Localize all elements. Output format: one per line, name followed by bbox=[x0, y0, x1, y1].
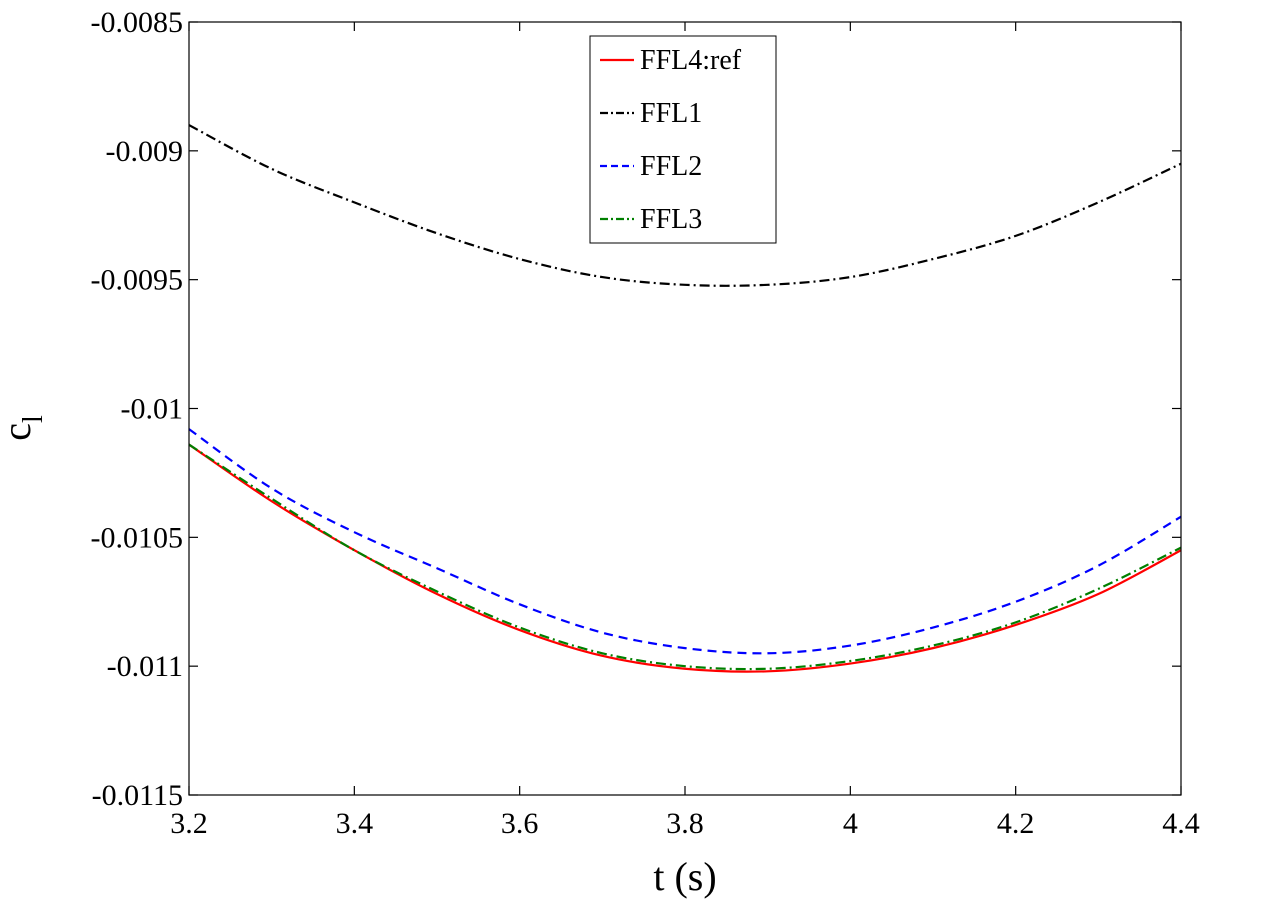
x-tick-label: 3.2 bbox=[170, 807, 208, 840]
legend: FFL4:ref FFL1 FFL2 FFL3 bbox=[589, 35, 777, 244]
x-tick-label: 4.4 bbox=[1162, 807, 1200, 840]
y-tick-label: -0.009 bbox=[106, 135, 184, 168]
legend-label: FFL3 bbox=[640, 204, 702, 235]
series-line-ffl2 bbox=[188, 428, 1182, 655]
series-line-ffl3 bbox=[188, 443, 1182, 671]
x-axis-label: t (s) bbox=[653, 854, 716, 899]
x-tick-label: 3.6 bbox=[501, 807, 539, 840]
y-axis-label-base: c bbox=[0, 423, 39, 441]
x-tick-label: 3.4 bbox=[336, 807, 374, 840]
legend-label: FFL1 bbox=[640, 98, 702, 129]
y-tick-label: -0.0095 bbox=[91, 264, 184, 297]
legend-label: FFL2 bbox=[640, 151, 702, 182]
y-tick-label: -0.011 bbox=[107, 650, 183, 683]
y-tick-label: -0.0085 bbox=[91, 6, 184, 39]
legend-label: FFL4:ref bbox=[640, 45, 742, 76]
series-line-ffl1 bbox=[188, 124, 1182, 287]
y-tick-label: -0.0105 bbox=[91, 521, 184, 554]
y-axis-label: cl bbox=[0, 415, 49, 441]
series-layer bbox=[188, 124, 1182, 673]
x-tick-label: 4.2 bbox=[997, 807, 1035, 840]
legend-box bbox=[589, 35, 777, 244]
y-axis-label-subscript: l bbox=[18, 415, 49, 423]
series-line-ffl4-ref bbox=[188, 443, 1182, 673]
y-tick-label: -0.01 bbox=[121, 393, 184, 426]
x-tick-label: 3.8 bbox=[666, 807, 704, 840]
ticks-layer: 3.2 3.4 3.6 3.8 4 4.2 4.4 -0.0085 -0.009 -0.0095 -… bbox=[91, 6, 1200, 840]
x-tick-label: 4 bbox=[843, 807, 858, 840]
y-tick-label: -0.0115 bbox=[92, 779, 183, 812]
